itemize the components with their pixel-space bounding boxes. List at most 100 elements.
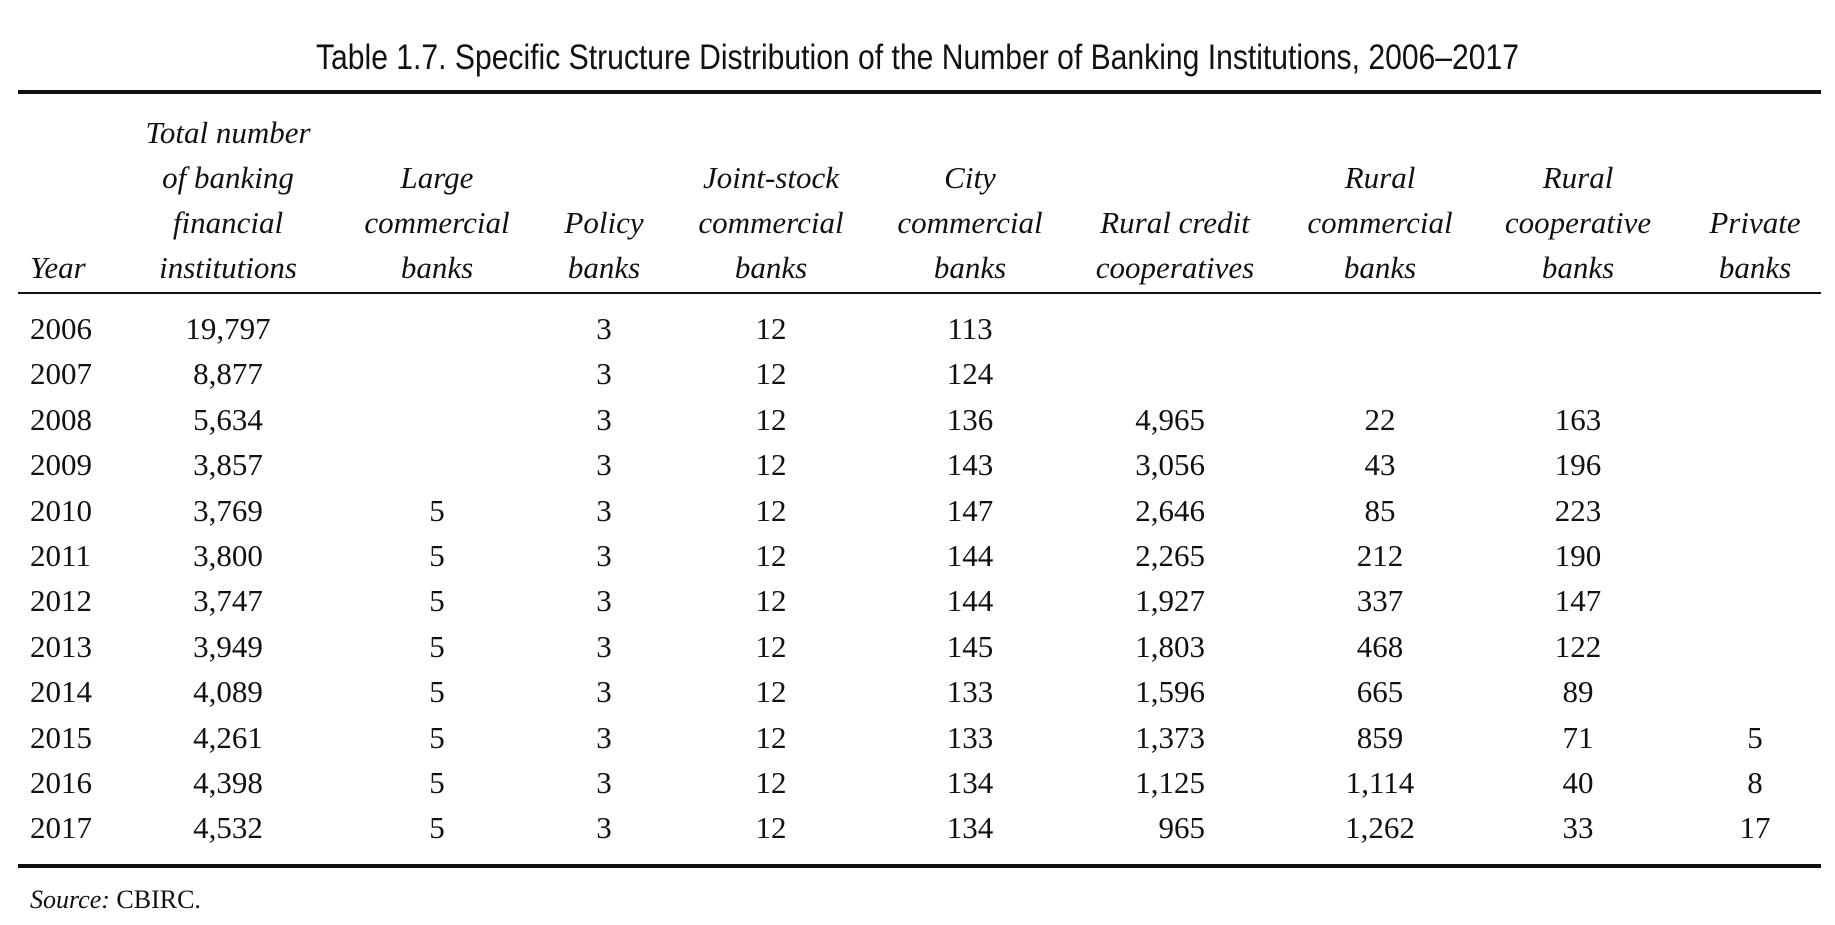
source-note: Source: CBIRC. bbox=[30, 880, 201, 920]
cell-total: 3,949 bbox=[193, 628, 263, 664]
cell-rcc: 4,965 bbox=[1135, 401, 1205, 437]
cell-policy: 3 bbox=[596, 356, 612, 392]
column-header-policy: Policy banks bbox=[554, 110, 654, 290]
cell-policy: 3 bbox=[596, 492, 612, 528]
cell-total: 19,797 bbox=[185, 311, 271, 346]
table-row: 2017 4,532 5 3 12 134 965 1,262 33 17 bbox=[0, 805, 1835, 850]
cell-year: 2006 bbox=[30, 311, 92, 346]
table-row: 2006 19,797 3 12 113 bbox=[0, 306, 1835, 351]
cell-joint: 12 bbox=[755, 764, 787, 800]
cell-joint: 12 bbox=[755, 674, 787, 710]
cell-city: 113 bbox=[947, 311, 993, 346]
cell-joint: 12 bbox=[755, 492, 787, 528]
cell-large: 5 bbox=[429, 719, 445, 755]
cell-large: 5 bbox=[429, 583, 445, 619]
cell-rcc: 3,056 bbox=[1135, 447, 1205, 483]
cell-large: 5 bbox=[429, 764, 445, 800]
cell-city: 134 bbox=[946, 764, 994, 800]
cell-large: 5 bbox=[429, 810, 445, 846]
cell-rcb: 43 bbox=[1364, 447, 1396, 483]
cell-large: 5 bbox=[429, 492, 445, 528]
cell-policy: 3 bbox=[596, 447, 612, 483]
cell-year: 2015 bbox=[30, 719, 92, 755]
column-header-line: Rural bbox=[1344, 160, 1416, 195]
cell-year: 2012 bbox=[30, 583, 92, 619]
table-row: 2014 4,089 5 3 12 133 1,596 665 89 bbox=[0, 669, 1835, 714]
column-header-line: commercial bbox=[698, 205, 844, 240]
cell-total: 5,634 bbox=[193, 401, 263, 437]
column-header-line: banks bbox=[1541, 250, 1615, 285]
column-header-line: commercial bbox=[897, 205, 1043, 240]
cell-rcc: 2,265 bbox=[1135, 537, 1205, 573]
column-header-year: Year bbox=[30, 110, 120, 290]
column-header-line: banks bbox=[734, 250, 808, 285]
cell-year: 2009 bbox=[30, 447, 92, 483]
cell-year: 2017 bbox=[30, 810, 92, 846]
cell-policy: 3 bbox=[596, 537, 612, 573]
cell-policy: 3 bbox=[596, 764, 612, 800]
cell-policy: 3 bbox=[596, 674, 612, 710]
cell-rcc: 1,803 bbox=[1135, 628, 1205, 664]
column-header-line: cooperative bbox=[1504, 205, 1652, 240]
cell-total: 3,800 bbox=[193, 537, 263, 573]
cell-policy: 3 bbox=[596, 810, 612, 846]
column-header-line: banks bbox=[567, 250, 641, 285]
table-row: 2013 3,949 5 3 12 145 1,803 468 122 bbox=[0, 624, 1835, 669]
cell-policy: 3 bbox=[596, 401, 612, 437]
column-header-line: Policy bbox=[564, 205, 644, 240]
cell-joint: 12 bbox=[755, 537, 787, 573]
cell-rcb: 337 bbox=[1356, 583, 1404, 619]
column-header-rcb: Rural commercial banks bbox=[1300, 110, 1460, 290]
cell-rcc: 965 bbox=[1158, 810, 1206, 846]
cell-rcb: 212 bbox=[1356, 537, 1404, 573]
cell-year: 2016 bbox=[30, 764, 92, 800]
column-header-line: Rural credit bbox=[1100, 205, 1250, 240]
cell-city: 124 bbox=[946, 356, 994, 392]
table-row: 2010 3,769 5 3 12 147 2,646 85 223 bbox=[0, 488, 1835, 533]
table-row: 2008 5,634 3 12 136 4,965 22 163 bbox=[0, 397, 1835, 442]
cell-rcoop: 163 bbox=[1554, 401, 1602, 437]
cell-rcb: 468 bbox=[1356, 628, 1404, 664]
cell-rcb: 665 bbox=[1356, 674, 1404, 710]
column-header-line: financial bbox=[172, 205, 284, 240]
column-header-line: Year bbox=[30, 250, 86, 285]
cell-private: 8 bbox=[1747, 764, 1763, 800]
column-header-line: of banking bbox=[162, 160, 294, 195]
column-header-line: Rural bbox=[1542, 160, 1614, 195]
cell-large: 5 bbox=[429, 628, 445, 664]
cell-rcoop: 223 bbox=[1554, 492, 1602, 528]
cell-year: 2007 bbox=[30, 356, 92, 392]
cell-total: 3,769 bbox=[193, 492, 263, 528]
cell-total: 3,857 bbox=[193, 447, 263, 483]
cell-rcb: 1,262 bbox=[1345, 810, 1415, 846]
column-header-line: banks bbox=[1343, 250, 1417, 285]
cell-joint: 12 bbox=[755, 628, 787, 664]
cell-rcoop: 89 bbox=[1562, 674, 1594, 710]
column-header-line: commercial bbox=[364, 205, 510, 240]
cell-city: 136 bbox=[946, 401, 994, 437]
cell-joint: 12 bbox=[755, 583, 787, 619]
cell-rcoop: 122 bbox=[1554, 628, 1602, 664]
cell-city: 147 bbox=[946, 492, 994, 528]
column-header-large: Large commercial banks bbox=[357, 110, 517, 290]
cell-rcc: 2,646 bbox=[1135, 492, 1205, 528]
cell-private: 17 bbox=[1739, 810, 1771, 846]
cell-city: 144 bbox=[946, 583, 994, 619]
cell-total: 3,747 bbox=[193, 583, 263, 619]
column-header-rcc: Rural credit cooperatives bbox=[1085, 110, 1265, 290]
header-rule bbox=[18, 292, 1821, 294]
cell-rcc: 1,596 bbox=[1135, 674, 1205, 710]
column-header-total: Total number of banking financial instituti… bbox=[128, 110, 328, 290]
cell-year: 2011 bbox=[30, 537, 91, 573]
cell-joint: 12 bbox=[755, 311, 787, 346]
cell-year: 2010 bbox=[30, 492, 92, 528]
cell-joint: 12 bbox=[755, 401, 787, 437]
cell-rcc: 1,125 bbox=[1135, 764, 1205, 800]
cell-policy: 3 bbox=[596, 583, 612, 619]
cell-joint: 12 bbox=[755, 719, 787, 755]
column-header-line: banks bbox=[933, 250, 1007, 285]
cell-total: 8,877 bbox=[193, 356, 263, 392]
cell-large: 5 bbox=[429, 537, 445, 573]
cell-city: 134 bbox=[946, 810, 994, 846]
column-header-joint: Joint-stock commercial banks bbox=[689, 110, 854, 290]
